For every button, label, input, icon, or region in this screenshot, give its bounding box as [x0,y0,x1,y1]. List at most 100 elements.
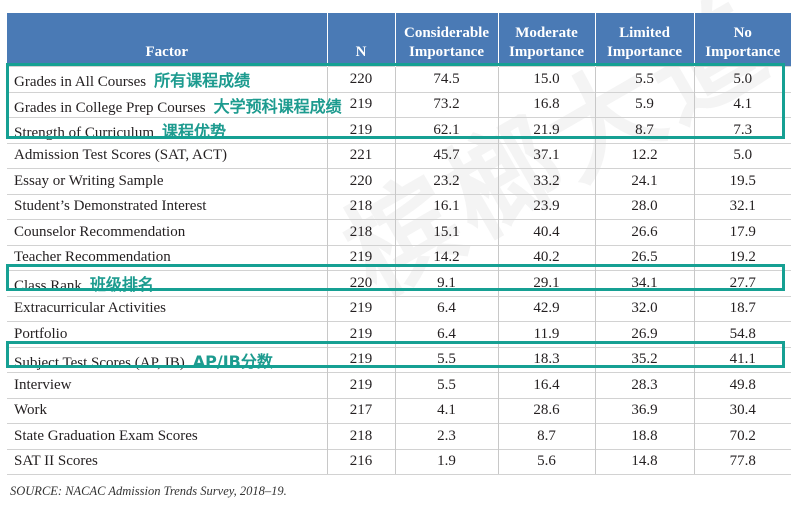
header-n: N [326,13,395,67]
factor-label: Student’s Demonstrated Interest [14,198,207,215]
factor-cell: Essay or Writing Sample [7,168,327,194]
header-factor-line2: Factor [145,44,188,60]
moderate-cell: 37.1 [497,142,595,169]
moderate-cell: 8.7 [497,423,595,449]
limited-cell: 5.5 [594,66,694,92]
none-cell: 18.7 [693,295,791,322]
factor-cell: Subject Test Scores (AP, IB) AP/IB分数 [7,346,327,373]
considerable-cell: 23.2 [394,168,498,194]
header-none: No Importance [693,13,791,67]
table-row: Strength of Curriculum 课程优势 219 62.1 21.9 8.7… [7,117,791,143]
moderate-cell: 40.4 [497,219,595,245]
considerable-cell: 6.4 [394,321,498,347]
header-considerable-line2: Importance [409,44,484,60]
factor-label: Class Rank [14,278,82,295]
limited-cell: 36.9 [594,397,694,424]
header-moderate: Moderate Importance [497,13,595,67]
table-row: Admission Test Scores (SAT, ACT) 221 45.7 3… [7,142,791,169]
limited-cell: 12.2 [594,142,694,169]
considerable-cell: 15.1 [394,219,498,245]
limited-cell: 28.0 [594,193,694,220]
header-n-line2: N [355,44,367,60]
table-row: Counselor Recommendation 218 15.1 40.4 26.6 1… [7,219,791,245]
none-cell: 5.0 [693,66,791,92]
n-cell: 218 [326,193,395,220]
factor-cell: Teacher Recommendation [7,244,327,271]
header-none-line1: No [733,25,752,41]
factor-label: Portfolio [14,325,68,342]
considerable-cell: 5.5 [394,372,498,398]
header-considerable: Considerable Importance [394,13,498,67]
factor-label: Interview [14,376,72,393]
moderate-cell: 33.2 [497,168,595,194]
limited-cell: 32.0 [594,295,694,322]
admission-factors-table: Factor N Considerable Importance Moderate Imp… [7,13,791,475]
none-cell: 17.9 [693,219,791,245]
chinese-annotation: 课程优势 [161,122,226,142]
n-cell: 219 [326,295,395,322]
factor-cell: Grades in College Prep Courses 大学预科课程成绩 [7,91,342,118]
table-row: Interview 219 5.5 16.4 28.3 49.8 [7,372,791,398]
table-row: Subject Test Scores (AP, IB) AP/IB分数 219 5.… [7,346,791,373]
considerable-cell: 6.4 [394,295,498,322]
considerable-cell: 1.9 [394,448,498,475]
table-row: Portfolio 219 6.4 11.9 26.9 54.8 [7,321,791,347]
limited-cell: 26.5 [594,244,694,271]
considerable-cell: 62.1 [394,117,498,143]
factor-label: Teacher Recommendation [14,249,171,266]
n-cell: 217 [326,397,395,424]
limited-cell: 26.9 [594,321,694,347]
none-cell: 70.2 [693,423,791,449]
considerable-cell: 5.5 [394,346,498,373]
none-cell: 4.1 [693,91,791,118]
chinese-annotation: 班级排名 [89,275,154,295]
considerable-cell: 4.1 [394,397,498,424]
table-row: SAT II Scores 216 1.9 5.6 14.8 77.8 [7,448,791,475]
limited-cell: 5.9 [594,91,694,118]
none-cell: 41.1 [693,346,791,373]
none-cell: 19.5 [693,168,791,194]
table-row: Essay or Writing Sample 220 23.2 33.2 24.1 19… [7,168,791,194]
n-cell: 219 [326,91,395,118]
n-cell: 221 [326,142,395,169]
limited-cell: 14.8 [594,448,694,475]
moderate-cell: 11.9 [497,321,595,347]
moderate-cell: 21.9 [497,117,595,143]
n-cell: 219 [326,346,395,373]
factor-cell: Grades in All Courses 所有课程成绩 [7,66,327,92]
table-row: Work 217 4.1 28.6 36.9 30.4 [7,397,791,424]
header-limited: Limited Importance [594,13,694,67]
header-considerable-line1: Considerable [403,25,489,41]
table-row: Class Rank 班级排名 220 9.1 29.1 34.1 27.7 [7,270,791,296]
limited-cell: 35.2 [594,346,694,373]
factor-cell: Extracurricular Activities [7,295,327,322]
factor-label: Counselor Recommendation [14,223,186,240]
moderate-cell: 16.4 [497,372,595,398]
n-cell: 218 [326,219,395,245]
limited-cell: 34.1 [594,270,694,296]
factor-cell: Class Rank 班级排名 [7,270,327,296]
header-none-line2: Importance [705,44,781,60]
n-cell: 218 [326,423,395,449]
n-cell: 219 [326,244,395,271]
n-cell: 219 [326,372,395,398]
factor-label: Extracurricular Activities [14,300,167,317]
factor-label: Grades in All Courses [14,74,147,91]
considerable-cell: 14.2 [394,244,498,271]
n-cell: 220 [326,66,395,92]
chinese-annotation: AP/IB分数 [192,351,273,371]
considerable-cell: 74.5 [394,66,498,92]
factor-label: Work [14,402,47,419]
limited-cell: 24.1 [594,168,694,194]
factor-cell: Student’s Demonstrated Interest [7,193,327,220]
limited-cell: 8.7 [594,117,694,143]
moderate-cell: 15.0 [497,66,595,92]
moderate-cell: 5.6 [497,448,595,475]
factor-cell: Work [7,397,327,424]
moderate-cell: 42.9 [497,295,595,322]
table-row: Grades in College Prep Courses 大学预科课程成绩 21… [7,91,791,118]
factor-cell: Interview [7,372,327,398]
moderate-cell: 28.6 [497,397,595,424]
table-row: Extracurricular Activities 219 6.4 42.9 32.0… [7,295,791,322]
factor-cell: Admission Test Scores (SAT, ACT) [7,142,327,169]
